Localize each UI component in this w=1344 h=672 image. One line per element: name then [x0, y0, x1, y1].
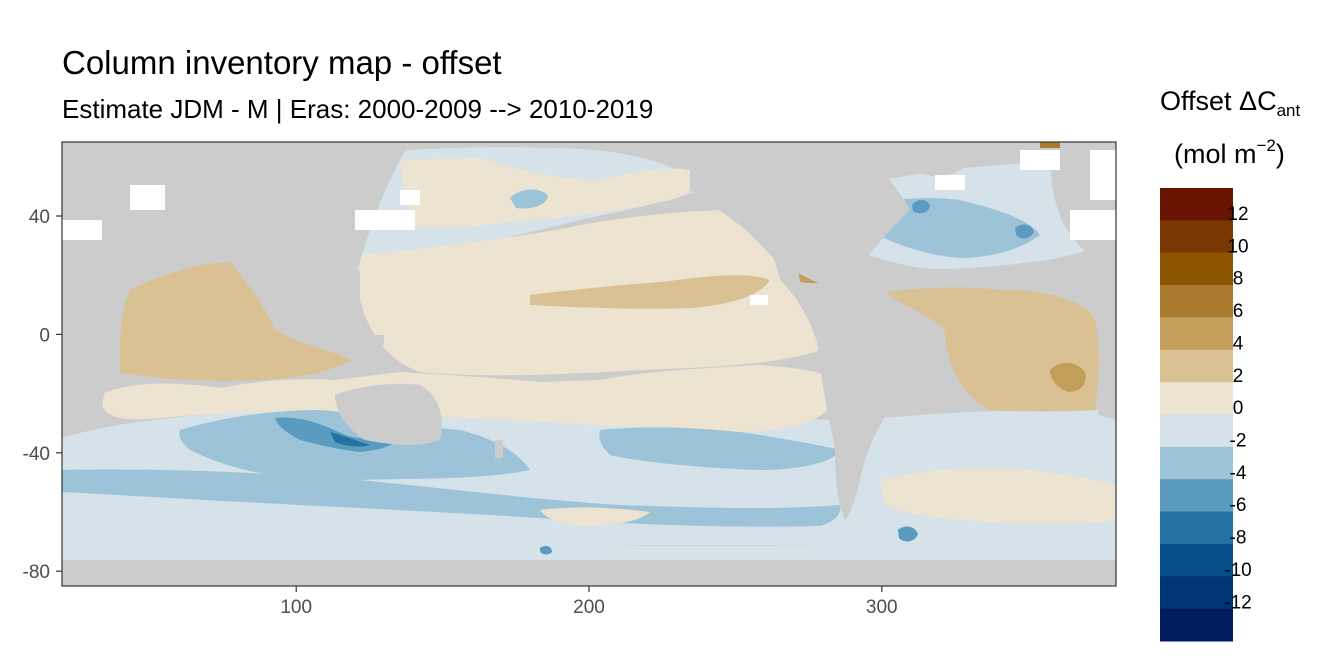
- y-tick-label: 0: [39, 325, 50, 346]
- legend-title: Offset ΔCant: [1160, 86, 1301, 120]
- legend-bin: [1160, 220, 1233, 254]
- island-1: [340, 318, 350, 332]
- x-tick-label: 100: [280, 597, 312, 618]
- legend-bin: [1160, 317, 1233, 351]
- legend-bin: [1160, 349, 1233, 383]
- region-east-atlantic-neg8: [1015, 224, 1034, 239]
- legend-label: -2: [1230, 431, 1247, 452]
- island-3: [495, 440, 503, 458]
- region-ross-neg6: [540, 545, 552, 555]
- map-panel: [61, 141, 1117, 587]
- chart-subtitle: Estimate JDM - M | Eras: 2000-2009 --> 2…: [62, 94, 654, 124]
- legend-label: 10: [1227, 236, 1248, 257]
- region-east-pacific-pos2: [530, 275, 770, 309]
- region-southern-ocean-neg8: [330, 432, 370, 447]
- island-5: [800, 290, 810, 298]
- region-antarctic-coast-neg2: [62, 538, 1116, 560]
- legend-label: 2: [1233, 366, 1244, 387]
- region-kuroshio-neg4: [510, 189, 548, 209]
- legend-colorbar: 12 10 8 6 4 2 0 -2 -4 -6 -8 -10 -12: [1160, 188, 1252, 642]
- x-tick-label: 200: [573, 597, 605, 618]
- no-data-patch-0: [62, 220, 102, 240]
- region-weddell-neg6: [898, 526, 918, 542]
- y-tick-label: -40: [23, 444, 50, 465]
- arctic-pos6-patch: [1040, 142, 1060, 148]
- land-north-america: [690, 142, 910, 290]
- region-antarctic-zero: [540, 507, 650, 526]
- legend-label: -4: [1230, 463, 1247, 484]
- land-africa-east: [1085, 250, 1116, 420]
- land-greenland: [880, 142, 1000, 178]
- legend-label: 6: [1233, 301, 1244, 322]
- legend-bin: [1160, 576, 1233, 610]
- legend-label: -10: [1224, 560, 1251, 581]
- region-southern-ocean-neg4-mid: [599, 427, 840, 470]
- no-data-patch-3: [400, 190, 420, 205]
- legend-label: 8: [1233, 269, 1244, 290]
- chart-title: Column inventory map - offset: [62, 44, 502, 81]
- legend-label: -8: [1230, 528, 1247, 549]
- region-ocean-zero: [100, 365, 840, 432]
- land-antarctica: [62, 560, 1116, 586]
- legend-bin: [1160, 252, 1233, 286]
- legend-label: -12: [1224, 592, 1251, 613]
- no-data-patch-6: [1020, 150, 1060, 170]
- legend-bin: [1160, 414, 1233, 448]
- island-0: [370, 335, 384, 345]
- legend-bin: [1160, 285, 1233, 318]
- land-australia: [335, 383, 442, 445]
- legend-bin: [1160, 446, 1233, 480]
- no-data-patch-8: [750, 295, 768, 305]
- region-gulf-pos4: [1050, 362, 1086, 392]
- legend-label: 0: [1233, 398, 1244, 419]
- legend-label: -6: [1230, 495, 1247, 516]
- land-south-america: [816, 295, 940, 520]
- region-west-antarctic-zero: [880, 468, 1116, 525]
- land-asia: [200, 142, 410, 300]
- no-data-patch-4: [1090, 150, 1116, 200]
- legend-bin: [1160, 608, 1233, 642]
- legend-units: (mol m−2): [1174, 136, 1285, 169]
- island-2: [360, 345, 368, 351]
- y-tick-label: -80: [23, 562, 50, 583]
- legend-bin: [1160, 382, 1233, 415]
- legend-label: 4: [1233, 333, 1244, 354]
- no-data-patch-2: [355, 210, 415, 230]
- legend-label: 12: [1227, 204, 1248, 225]
- land-africa: [62, 142, 200, 438]
- legend-bin: [1160, 511, 1233, 545]
- region-north-pacific-zero: [400, 158, 692, 228]
- region-indian-ocean-pos2: [120, 262, 352, 381]
- region-labrador-neg6: [912, 199, 930, 214]
- region-tropical-atlantic-pos2: [885, 287, 1099, 412]
- no-data-patch-1: [130, 185, 165, 210]
- legend-bin: [1160, 188, 1233, 221]
- no-data-patch-7: [935, 175, 965, 190]
- legend-bin: [1160, 479, 1233, 513]
- island-4: [330, 290, 340, 298]
- legend-bin: [1160, 543, 1233, 577]
- no-data-patch-5: [1070, 210, 1116, 240]
- x-tick-label: 300: [866, 597, 898, 618]
- y-tick-label: 40: [29, 207, 50, 228]
